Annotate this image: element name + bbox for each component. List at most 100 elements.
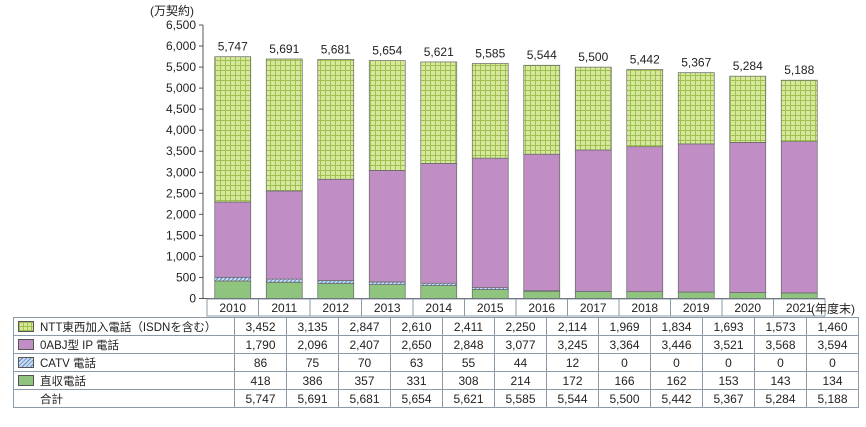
x-tick-label: 2013 <box>374 301 401 315</box>
table-cell: 143 <box>754 371 807 390</box>
bar-segment <box>317 283 355 299</box>
table-cell: 357 <box>338 371 391 390</box>
table-cell: 5,367 <box>702 389 755 408</box>
series-name: CATV 電話 <box>40 357 97 370</box>
bar-segment <box>214 56 252 203</box>
total-label: 5,367 <box>681 56 711 70</box>
x-tick-label: 2021 <box>786 301 813 315</box>
table-cell: 2,096 <box>286 335 339 354</box>
row-label: 直収電話 <box>13 371 235 390</box>
table-cell: 3,452 <box>234 317 287 336</box>
bar-segment <box>677 291 715 299</box>
bar-segment <box>574 66 612 151</box>
y-tick-label: 0 <box>189 292 196 306</box>
total-label: 5,747 <box>218 40 248 54</box>
bar-segment <box>214 201 252 278</box>
x-axis: 2010 2011 2012 2013 2014 2015 2016 2017 2018 2019… <box>203 298 826 317</box>
table-row: 0ABJ型 IP 電話 1,790 2,096 2,407 2,650 2,848 3,07… <box>13 335 859 354</box>
bar-segment <box>574 291 612 299</box>
table-cell: 1,790 <box>234 335 287 354</box>
y-axis: 6,500 6,000 5,500 5,000 4,500 4,000 3,500 3,000… <box>166 18 204 306</box>
total-label: 5,500 <box>578 50 608 64</box>
bar-segment <box>523 64 561 155</box>
table-cell: 63 <box>390 353 443 372</box>
bar-segment <box>317 59 355 180</box>
y-tick-label: 5,000 <box>166 81 196 95</box>
legend-swatch <box>18 374 34 386</box>
bar-segment <box>780 141 818 294</box>
row-label: 合計 <box>13 389 235 408</box>
total-label: 5,654 <box>372 44 402 58</box>
bar-segment <box>677 72 715 145</box>
bar-segment <box>677 143 715 293</box>
table-cell: 3,446 <box>650 335 703 354</box>
bar-segment <box>471 157 509 288</box>
bar-segment <box>574 149 612 292</box>
total-label: 5,621 <box>424 45 454 59</box>
table-cell: 3,521 <box>702 335 755 354</box>
table-cell: 2,650 <box>390 335 443 354</box>
table-cell: 5,188 <box>806 389 859 408</box>
table-cell: 0 <box>754 353 807 372</box>
table-row: 直収電話 418 386 357 331 308 214 172 166 162 153 143 134 <box>13 371 859 390</box>
row-label: NTT東西加入電話（ISDNを含む） <box>13 317 235 336</box>
table-cell: 5,747 <box>234 389 287 408</box>
table-cell: 2,250 <box>494 317 547 336</box>
table-cell: 153 <box>702 371 755 390</box>
row-label: CATV 電話 <box>13 353 235 372</box>
table-cell: 214 <box>494 371 547 390</box>
table-row: 合計 5,747 5,691 5,681 5,654 5,621 5,585 5,544 5,5… <box>13 389 859 408</box>
bar-segment <box>471 289 509 299</box>
table-cell: 3,135 <box>286 317 339 336</box>
table-cell: 162 <box>650 371 703 390</box>
bar-segment <box>368 60 406 171</box>
x-tick-label: 2019 <box>683 301 710 315</box>
table-cell: 70 <box>338 353 391 372</box>
y-tick-label: 2,500 <box>166 186 196 200</box>
x-tick-label: 2014 <box>425 301 452 315</box>
table-cell: 2,610 <box>390 317 443 336</box>
table-cell: 5,284 <box>754 389 807 408</box>
total-label: 5,188 <box>784 63 814 77</box>
bar-segment <box>729 75 767 143</box>
bar-segment <box>265 278 303 283</box>
bar-segment <box>368 281 406 285</box>
data-table: NTT東西加入電話（ISDNを含む） 3,452 3,135 2,847 2,610 2,… <box>13 317 859 408</box>
bar-segment <box>780 292 818 299</box>
bar-segment <box>626 291 664 299</box>
y-tick-label: 4,000 <box>166 123 196 137</box>
table-cell: 44 <box>494 353 547 372</box>
y-tick-label: 6,000 <box>166 39 196 53</box>
x-category-cell <box>773 298 826 317</box>
table-cell: 5,585 <box>494 389 547 408</box>
legend-swatch <box>18 338 34 350</box>
y-tick-label: 4,500 <box>166 102 196 116</box>
y-tick-label: 5,500 <box>166 60 196 74</box>
table-cell: 3,364 <box>598 335 651 354</box>
bar-segment <box>780 79 818 142</box>
bar-segment <box>214 276 252 282</box>
table-cell: 86 <box>234 353 287 372</box>
total-label: 5,442 <box>630 53 660 67</box>
table-cell: 5,544 <box>546 389 599 408</box>
table-cell: 1,969 <box>598 317 651 336</box>
table-cell: 0 <box>650 353 703 372</box>
table-cell: 0 <box>702 353 755 372</box>
total-label: 5,585 <box>475 47 505 61</box>
row-label: 0ABJ型 IP 電話 <box>13 335 235 354</box>
table-cell: 1,834 <box>650 317 703 336</box>
y-tick-label: 500 <box>176 270 196 284</box>
bar-segment <box>317 280 355 284</box>
bar-segment <box>265 281 303 299</box>
y-tick-label: 1,000 <box>166 249 196 263</box>
x-axis-unit: (年度末) <box>811 302 855 316</box>
bar-segment <box>368 170 406 283</box>
total-label: 5,544 <box>527 48 557 62</box>
x-tick-label: 2011 <box>271 301 297 315</box>
bar-segment <box>368 284 406 299</box>
table-cell: 2,407 <box>338 335 391 354</box>
series-name: 0ABJ型 IP 電話 <box>40 339 120 352</box>
table-cell: 5,621 <box>442 389 495 408</box>
table-cell: 386 <box>286 371 339 390</box>
table-cell: 2,411 <box>442 317 495 336</box>
